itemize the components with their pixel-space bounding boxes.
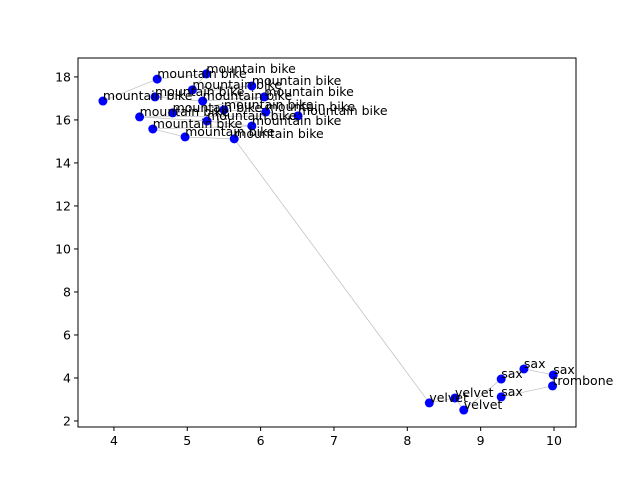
y-tick-label: 10: [55, 241, 71, 256]
point: [152, 74, 162, 84]
point: [198, 96, 208, 106]
point-label: mountain bike: [157, 66, 247, 81]
point-label: mountain bike: [266, 99, 356, 114]
x-tick-label: 5: [183, 433, 191, 448]
point-label: mountain bike: [234, 126, 324, 141]
point-label: mountain bike: [185, 124, 275, 139]
point: [168, 108, 178, 118]
point: [496, 392, 506, 402]
point-label: sax: [553, 362, 575, 377]
point: [450, 393, 460, 403]
x-tick-label: 9: [477, 433, 485, 448]
point-label: mountain bike: [207, 108, 297, 123]
point-label: sax: [501, 366, 523, 381]
plot-frame: [77, 57, 577, 428]
point-label: mountain bike: [298, 103, 388, 118]
point: [135, 112, 145, 122]
x-tick-label: 7: [330, 433, 338, 448]
point: [148, 124, 158, 134]
point-label: velvet: [464, 397, 503, 412]
point-label: mountain bike: [140, 104, 230, 119]
y-tick-label: 12: [55, 198, 71, 213]
x-tick-label: 6: [257, 433, 265, 448]
point-label: mountain bike: [103, 88, 193, 103]
point-label: mountain bike: [224, 97, 314, 112]
point: [247, 121, 257, 131]
y-tick-label: 4: [63, 370, 71, 385]
x-tick-label: 4: [110, 433, 118, 448]
point: [201, 69, 211, 79]
point: [98, 96, 108, 106]
point-label: mountain bike: [264, 84, 354, 99]
point: [247, 81, 257, 91]
point-label: mountain bike: [155, 84, 245, 99]
point-label: mountain bike: [206, 61, 296, 76]
y-tick-label: 8: [63, 284, 71, 299]
point-label: mountain bike: [203, 88, 293, 103]
connector-line: [102, 73, 554, 411]
point: [259, 92, 269, 102]
point: [424, 398, 434, 408]
point-label: velvet: [455, 385, 494, 400]
point-label: mountain bike: [252, 113, 342, 128]
point: [293, 111, 303, 121]
y-tick-label: 16: [55, 112, 71, 127]
point-label: mountain bike: [192, 77, 282, 92]
point-label: sax: [501, 384, 523, 399]
y-tick-label: 14: [55, 155, 71, 170]
x-tick-label: 10: [546, 433, 562, 448]
y-tick-label: 2: [63, 413, 71, 428]
point: [548, 370, 558, 380]
point: [496, 374, 506, 384]
point-label: mountain bike: [173, 100, 263, 115]
point-label: mountain bike: [153, 116, 243, 131]
point: [180, 132, 190, 142]
y-tick-label: 18: [55, 69, 71, 84]
point: [261, 107, 271, 117]
point: [459, 405, 469, 415]
x-tick-label: 8: [403, 433, 411, 448]
point-label: sax: [524, 356, 546, 371]
point-label: velvet: [429, 390, 468, 405]
point-label: mountain bike: [252, 73, 342, 88]
y-tick-label: 6: [63, 327, 71, 342]
point: [202, 116, 212, 126]
point: [219, 105, 229, 115]
point: [187, 85, 197, 95]
point-label: trombone: [553, 373, 614, 388]
point: [519, 364, 529, 374]
point: [548, 381, 558, 391]
point: [229, 134, 239, 144]
point: [150, 92, 160, 102]
